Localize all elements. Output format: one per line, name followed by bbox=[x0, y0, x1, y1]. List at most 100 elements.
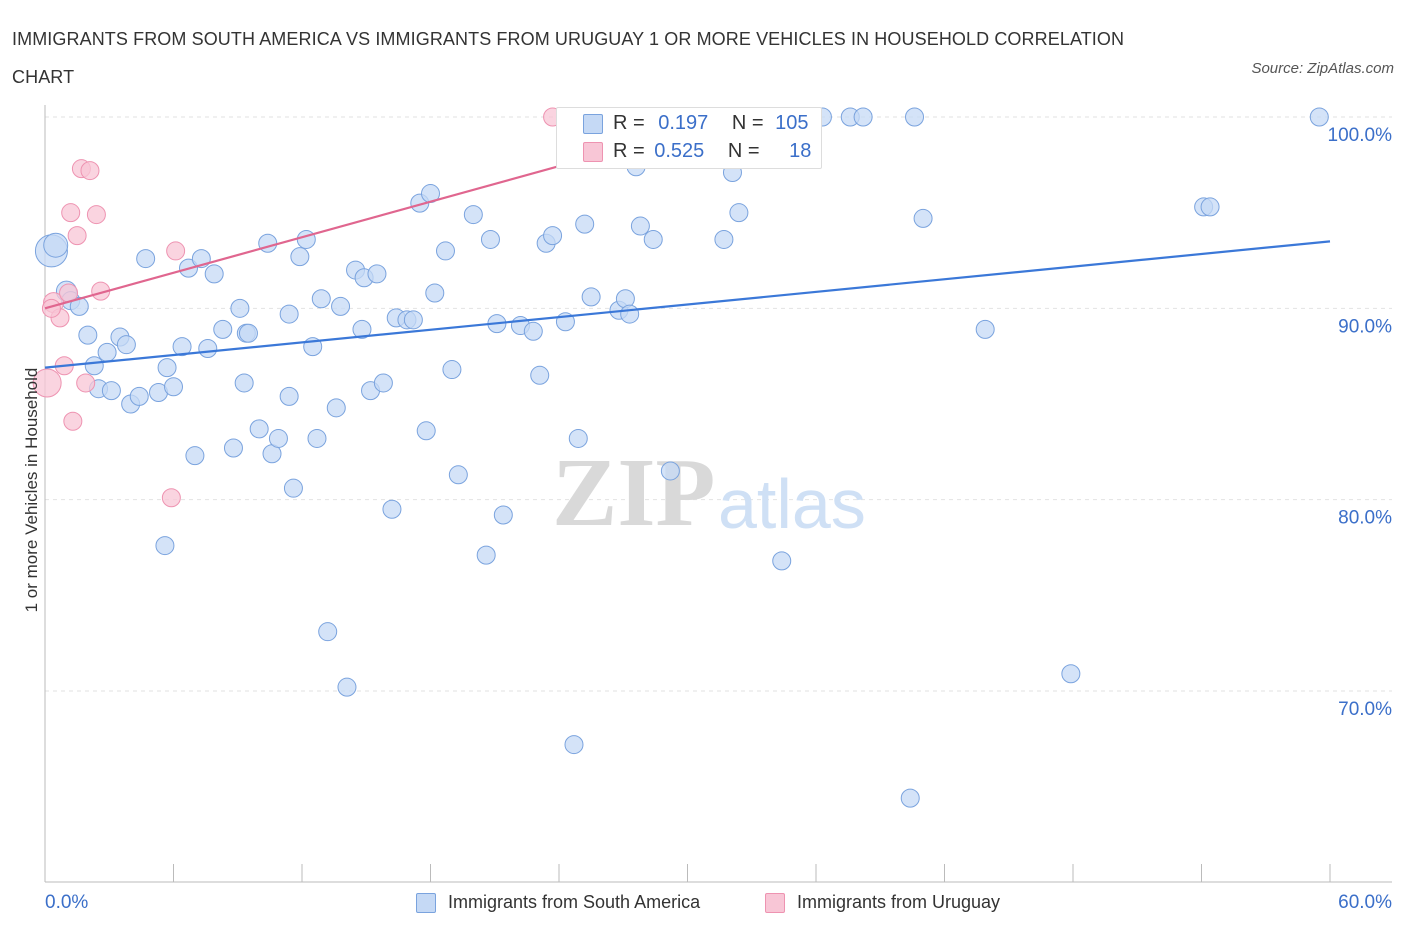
data-point bbox=[97, 342, 117, 362]
data-point bbox=[204, 264, 224, 284]
data-point bbox=[185, 446, 205, 466]
data-point bbox=[249, 419, 269, 439]
legend-swatch-blue bbox=[583, 114, 603, 134]
data-point bbox=[442, 360, 462, 380]
legend-r-value: 0.525 bbox=[654, 140, 705, 162]
data-point bbox=[913, 208, 933, 228]
data-point bbox=[157, 358, 177, 378]
data-point bbox=[493, 505, 513, 525]
data-point bbox=[853, 107, 873, 127]
legend-n-label: N = bbox=[727, 140, 760, 162]
data-point bbox=[230, 298, 250, 318]
axes bbox=[44, 105, 1392, 883]
legend-row-south-america: R = 0.197 N = 105 bbox=[613, 110, 809, 136]
data-point bbox=[296, 229, 316, 249]
data-point bbox=[480, 229, 500, 249]
data-point bbox=[307, 428, 327, 448]
x-tick-label: 0.0% bbox=[45, 892, 88, 913]
data-point bbox=[61, 203, 81, 223]
data-point bbox=[213, 319, 233, 339]
data-point bbox=[101, 381, 121, 401]
data-point bbox=[660, 461, 680, 481]
data-point bbox=[69, 296, 89, 316]
legend-row-uruguay: R = 0.525 N = 18 bbox=[613, 138, 811, 164]
data-point bbox=[352, 319, 372, 339]
data-point bbox=[283, 478, 303, 498]
data-point bbox=[136, 249, 156, 269]
legend-swatch-pink bbox=[765, 893, 785, 913]
data-point bbox=[900, 788, 920, 808]
watermark: ZIP atlas bbox=[552, 439, 866, 547]
data-point bbox=[76, 373, 96, 393]
data-point bbox=[714, 229, 734, 249]
data-point bbox=[116, 335, 136, 355]
tick-labels: 70.0% 80.0% 90.0% 100.0% 0.0% 60.0% bbox=[45, 125, 1392, 913]
data-point bbox=[403, 310, 423, 330]
data-point bbox=[166, 241, 186, 261]
y-axis-label: 1 or more Vehicles in Household bbox=[22, 367, 41, 613]
data-point bbox=[84, 356, 104, 376]
watermark-atlas: atlas bbox=[718, 465, 866, 543]
y-tick-label: 100.0% bbox=[1328, 125, 1393, 146]
data-point bbox=[172, 337, 192, 357]
watermark-zip: ZIP bbox=[552, 439, 715, 547]
data-point bbox=[425, 283, 445, 303]
data-point bbox=[86, 205, 106, 225]
data-point bbox=[575, 214, 595, 234]
y-tick-label: 80.0% bbox=[1338, 508, 1392, 529]
data-point bbox=[382, 499, 402, 519]
data-point bbox=[543, 226, 563, 246]
data-point bbox=[581, 287, 601, 307]
data-point bbox=[161, 488, 181, 508]
chart-title: IMMIGRANTS FROM SOUTH AMERICA VS IMMIGRA… bbox=[12, 29, 1125, 87]
data-point bbox=[729, 203, 749, 223]
data-point bbox=[234, 373, 254, 393]
data-point bbox=[772, 551, 792, 571]
legend-label: Immigrants from Uruguay bbox=[797, 892, 1001, 912]
trend-line-south-america bbox=[44, 240, 1331, 369]
data-point bbox=[129, 386, 149, 406]
data-point bbox=[78, 325, 98, 345]
data-point bbox=[476, 545, 496, 565]
data-point bbox=[164, 377, 183, 397]
data-point bbox=[975, 319, 995, 339]
data-point bbox=[530, 365, 550, 385]
data-point bbox=[311, 289, 331, 309]
data-point bbox=[367, 264, 387, 284]
legend-swatch-pink bbox=[583, 142, 603, 162]
data-point bbox=[905, 107, 925, 127]
data-point bbox=[223, 438, 243, 458]
data-point bbox=[67, 226, 87, 246]
legend-r-value: 0.197 bbox=[658, 112, 709, 134]
legend-label: Immigrants from South America bbox=[448, 892, 701, 912]
data-point bbox=[238, 323, 258, 343]
data-point bbox=[523, 321, 543, 341]
stats-legend: R = 0.197 N = 105 R = 0.525 N = 18 bbox=[556, 107, 822, 169]
data-point bbox=[435, 241, 455, 261]
data-point bbox=[290, 247, 310, 267]
legend-r-label: R = bbox=[613, 140, 645, 162]
x-tick-label: 60.0% bbox=[1338, 892, 1392, 913]
data-point bbox=[318, 622, 338, 642]
data-point bbox=[155, 536, 175, 556]
data-point bbox=[198, 339, 218, 359]
data-point bbox=[564, 735, 584, 755]
data-point bbox=[80, 161, 100, 181]
data-point bbox=[373, 373, 393, 393]
data-point bbox=[1309, 107, 1329, 127]
data-point bbox=[326, 398, 346, 418]
legend-r-label: R = bbox=[613, 112, 645, 134]
grid-lines bbox=[45, 116, 1392, 692]
data-point bbox=[32, 368, 62, 398]
legend-swatch-blue bbox=[416, 893, 436, 913]
data-point bbox=[63, 411, 83, 431]
legend-n-label: N = bbox=[731, 112, 764, 134]
data-point bbox=[279, 386, 299, 406]
data-point bbox=[43, 232, 69, 258]
y-tick-label: 90.0% bbox=[1338, 316, 1392, 337]
legend-n-value: 105 bbox=[775, 112, 809, 134]
data-point bbox=[643, 229, 663, 249]
data-point bbox=[1200, 197, 1220, 217]
data-point bbox=[331, 296, 351, 316]
source-label: Source: ZipAtlas.com bbox=[1251, 60, 1394, 77]
